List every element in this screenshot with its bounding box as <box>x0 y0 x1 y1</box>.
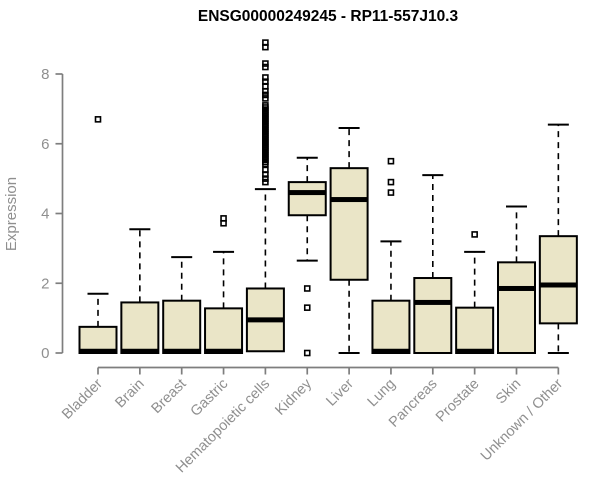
iqr-box <box>497 261 536 355</box>
boxplot-kidney <box>287 156 327 357</box>
outlier-point <box>262 175 269 182</box>
outlier-point <box>262 178 269 186</box>
x-tick-label: Lung <box>365 376 399 410</box>
outlier-point <box>262 95 269 102</box>
median-line <box>372 348 410 354</box>
boxplot-prostate <box>455 231 495 355</box>
outlier-point <box>471 231 478 238</box>
boxplot-skin <box>497 205 536 355</box>
median-line <box>246 317 284 323</box>
outlier-point <box>262 43 269 51</box>
outlier-point <box>262 88 269 95</box>
median-line <box>414 299 452 305</box>
outlier-point <box>262 60 269 67</box>
iqr-box <box>371 299 411 354</box>
iqr-box <box>162 299 202 354</box>
iqr-box <box>455 306 495 355</box>
median-line <box>330 197 368 203</box>
x-tick-label: Skin <box>493 376 524 407</box>
outlier-point <box>387 157 395 165</box>
y-tick-label: 8 <box>41 66 49 83</box>
y-tick-label: 2 <box>41 275 49 292</box>
boxplot-pancreas <box>413 174 453 354</box>
y-tick-label: 4 <box>41 206 49 223</box>
y-tick-label: 6 <box>41 136 49 153</box>
plot-area <box>78 39 578 357</box>
boxplot-gastric <box>204 215 244 354</box>
outlier-point <box>303 285 311 292</box>
boxplot-lung <box>371 157 411 354</box>
chart-title: ENSG00000249245 - RP11-557J10.3 <box>198 8 459 25</box>
outlier-point <box>262 82 269 90</box>
median-line <box>163 348 201 354</box>
median-line <box>79 348 117 354</box>
outlier-point <box>303 304 311 311</box>
median-line <box>498 285 535 291</box>
iqr-box <box>120 301 160 354</box>
median-line <box>121 348 159 354</box>
iqr-box <box>413 277 453 354</box>
outlier-point <box>262 160 269 168</box>
x-tick-label: Kidney <box>272 375 315 418</box>
outlier-point <box>303 349 311 357</box>
outlier-point <box>262 91 269 99</box>
x-tick-label: Bladder <box>59 376 106 423</box>
outlier-point <box>262 63 269 71</box>
boxplot-unknown-other <box>538 123 578 354</box>
iqr-box <box>287 181 327 217</box>
x-tick-label: Liver <box>323 376 357 410</box>
median-line <box>205 348 243 354</box>
iqr-box <box>329 167 369 281</box>
outlier-point <box>262 171 269 178</box>
outlier-point <box>387 178 395 186</box>
outlier-point <box>262 74 269 81</box>
boxplot-hematopoietic-cells <box>245 39 285 353</box>
boxplot-breast <box>162 256 202 354</box>
x-tick-label: Prostate <box>433 376 482 425</box>
boxplot-liver <box>329 127 369 354</box>
outlier-point <box>387 189 395 196</box>
y-tick-label: 0 <box>41 345 49 362</box>
iqr-box <box>538 235 578 325</box>
boxplot-brain <box>120 228 160 354</box>
median-line <box>539 282 577 288</box>
outlier-point <box>220 215 227 222</box>
median-line <box>456 348 494 354</box>
x-tick-label: Brain <box>112 376 147 411</box>
x-tick-label: Breast <box>149 376 190 417</box>
boxplot-bladder <box>78 116 118 354</box>
outlier-point <box>94 116 102 123</box>
median-line <box>288 190 326 196</box>
iqr-box <box>204 307 244 354</box>
y-axis-label: Expression <box>3 177 20 251</box>
